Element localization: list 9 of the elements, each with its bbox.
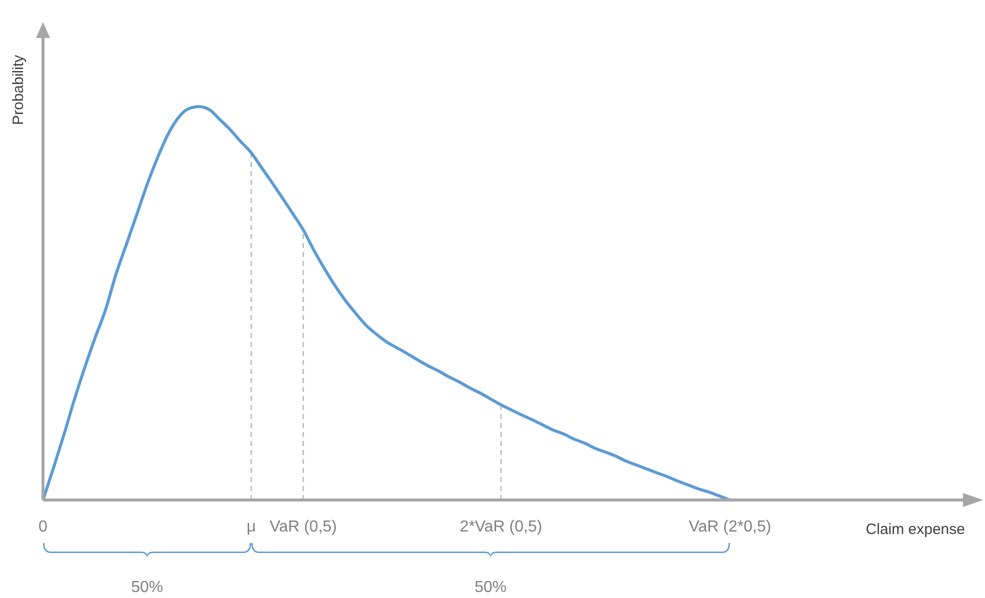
text: 50% <box>474 579 507 596</box>
x-tick-label: 2*VaR (0,5) <box>460 518 542 536</box>
x-tick-label: VaR (2*0,5) <box>688 518 772 536</box>
text: 50% <box>131 579 164 596</box>
x-tick-label: μ <box>246 518 256 536</box>
y-axis-title: Probability <box>10 54 27 126</box>
x-tick-label: 0 <box>38 518 48 536</box>
x-tick-label: VaR (0,5) <box>270 518 337 536</box>
text: Claim expense <box>866 521 965 538</box>
